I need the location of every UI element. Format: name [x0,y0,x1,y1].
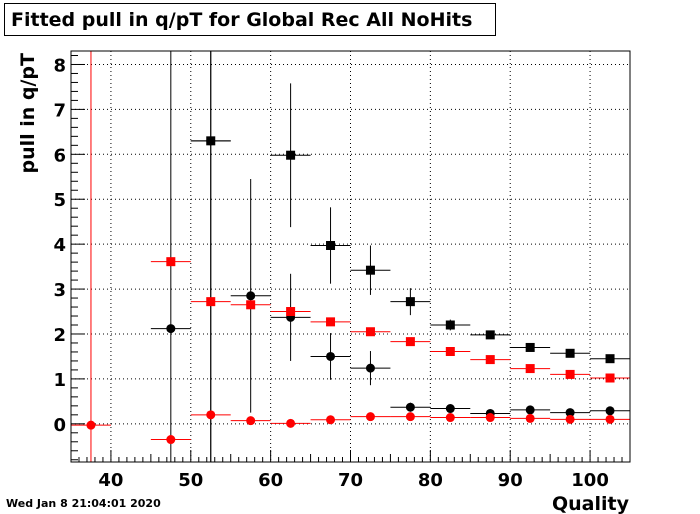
series-2 [150,257,630,383]
circle-point [565,408,575,418]
y-tick-label: 6 [53,145,66,166]
y-tick-label: 2 [53,325,66,346]
x-tick-label: 70 [338,470,363,491]
x-tick-label: 40 [98,470,123,491]
circle-point [166,324,176,334]
grid [71,51,630,462]
circle-point [326,415,336,425]
circle-point [86,420,96,430]
x-axis-label: Quality [552,493,630,514]
square-point [405,297,415,307]
x-tick-label: 90 [498,470,523,491]
circle-point [166,435,176,445]
x-tick-label: 100 [571,470,609,491]
square-point [525,342,535,352]
y-tick-label: 0 [53,415,66,436]
circle-point [445,404,455,414]
circle-point [365,412,375,422]
circle-point [206,410,216,420]
circle-point [525,405,535,415]
x-tick-label: 50 [178,470,203,491]
square-point [565,348,575,358]
series-0 [190,51,630,462]
square-point [286,307,296,317]
circle-point [605,414,615,424]
circle-point [405,412,415,422]
square-point [166,257,176,267]
y-axis-label: pull in q/pT [17,53,39,174]
axis-ticks: 40 50 60 70 80 90 100 0 1 2 3 4 5 6 7 8 [53,54,631,491]
square-point [405,337,415,347]
x-tick-label: 60 [258,470,283,491]
series-3 [71,51,630,462]
circle-point [246,416,256,426]
timestamp: Wed Jan 8 21:04:01 2020 [6,497,161,510]
circle-point [565,414,575,424]
square-point [445,347,455,357]
square-point [246,300,256,310]
circle-point [485,413,495,423]
square-point [326,317,336,327]
circle-point [326,351,336,361]
square-point [525,364,535,374]
square-point [445,320,455,330]
circle-point [605,406,615,416]
chart-title: Fitted pull in q/pT for Global Rec All N… [4,3,496,36]
circle-point [206,136,216,146]
x-tick-label: 80 [418,470,443,491]
square-point [605,373,615,383]
y-tick-label: 1 [53,370,66,391]
plot-frame [70,50,631,463]
square-point [286,150,296,160]
y-tick-label: 4 [53,235,66,256]
square-point [605,354,615,364]
square-point [485,355,495,365]
y-tick-label: 5 [53,190,66,211]
circle-point [445,413,455,423]
square-point [326,240,336,250]
series-1 [150,51,630,462]
y-tick-label: 7 [53,100,66,121]
circle-point [405,402,415,412]
square-point [365,265,375,275]
circle-point [365,363,375,373]
data-points [71,51,630,462]
y-tick-label: 8 [53,55,66,76]
square-point [485,330,495,340]
y-tick-label: 3 [53,280,66,301]
circle-point [286,418,296,428]
circle-point [525,413,535,423]
circle-point [246,291,256,301]
square-point [206,297,216,307]
square-point [565,369,575,379]
square-point [365,327,375,337]
